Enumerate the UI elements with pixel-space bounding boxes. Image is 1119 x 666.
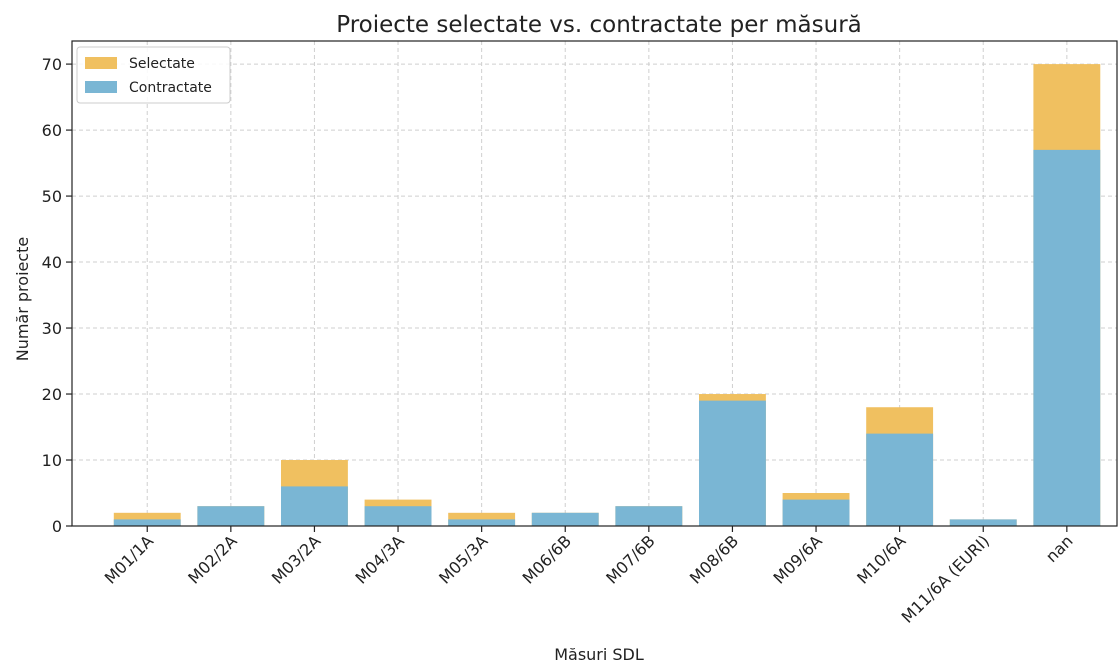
- bar-contractate-5: [531, 512, 599, 526]
- y-tick-label: 70: [42, 55, 62, 74]
- bar-contractate-11: [1033, 149, 1101, 526]
- y-tick-label: 60: [42, 121, 62, 140]
- x-tick-label: M06/6B: [519, 531, 575, 587]
- axes: 0 10 20 30 40 50 60 70 M01/1A M02/2A M03/2A M04/3A M…: [42, 40, 1118, 627]
- bars: [113, 64, 1101, 526]
- bar-contractate-2: [281, 486, 348, 526]
- x-tick-label: M07/6B: [602, 531, 658, 587]
- y-axis-label: Număr proiecte: [13, 237, 32, 362]
- x-tick-label: M09/6A: [770, 531, 826, 587]
- y-tick-label: 20: [42, 385, 62, 404]
- x-tick-label: M02/2A: [184, 531, 240, 587]
- x-tick-label: M03/2A: [268, 531, 324, 587]
- legend-swatch-contractate: [85, 81, 117, 93]
- legend-label-contractate: Contractate: [129, 80, 212, 96]
- bar-contractate-0: [113, 519, 181, 526]
- grid: [72, 41, 1117, 527]
- y-tick-label: 30: [42, 319, 62, 338]
- bar-contractate-4: [448, 519, 516, 526]
- x-tick-label: M11/6A (EURI): [898, 531, 993, 626]
- x-axis-label: Măsuri SDL: [554, 645, 644, 664]
- legend: Selectate Contractate: [76, 46, 231, 104]
- bar-contractate-8: [782, 499, 850, 526]
- plot-frame: [71, 40, 1118, 527]
- x-tick-label: nan: [1042, 531, 1077, 566]
- x-tick-label: M05/3A: [435, 531, 491, 587]
- bar-contractate-10: [949, 519, 1017, 526]
- x-tick-label: M01/1A: [101, 531, 157, 587]
- y-tick-label: 0: [52, 517, 62, 536]
- y-tick-label: 40: [42, 253, 62, 272]
- bar-contractate-3: [364, 506, 432, 526]
- x-tick-label: M10/6A: [853, 531, 909, 587]
- legend-swatch-selectate: [85, 57, 117, 69]
- legend-label-selectate: Selectate: [129, 56, 195, 72]
- y-tick-label: 10: [42, 451, 62, 470]
- bar-contractate-9: [866, 433, 934, 526]
- chart-title: Proiecte selectate vs. contractate per m…: [336, 12, 862, 38]
- y-tick-label: 50: [42, 187, 62, 206]
- bar-contractate-7: [699, 400, 766, 526]
- x-tick-label: M08/6B: [686, 531, 742, 587]
- bar-contractate-6: [615, 506, 683, 526]
- bar-contractate-1: [197, 506, 265, 526]
- x-tick-label: M04/3A: [352, 531, 408, 587]
